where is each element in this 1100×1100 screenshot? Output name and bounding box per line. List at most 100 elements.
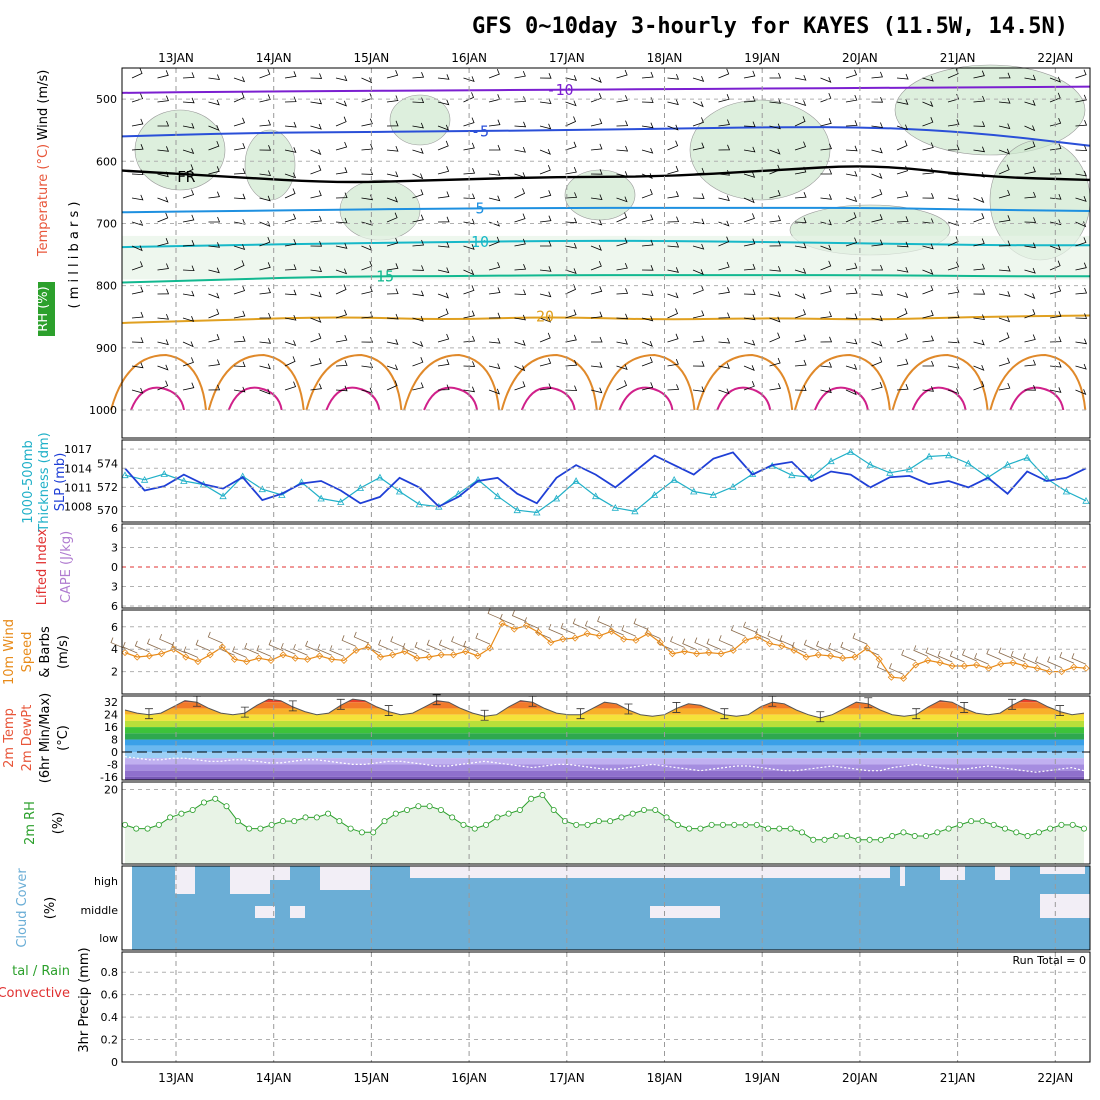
wind-barb [998,316,1011,323]
rh-point [844,833,851,840]
wind-barb [310,165,322,175]
wind-barb-10m [305,640,320,653]
temperature-contour [423,386,479,411]
wind-barb [871,172,883,179]
upper-y-tick-label: 800 [96,280,117,293]
cloud-category-label: high [94,875,118,888]
temperature-contour [618,386,674,411]
wind-barb [845,212,857,223]
wind-barb [973,213,985,223]
panel-frame-upper [121,67,1091,439]
wind-barb [590,219,603,226]
wind-speed-point [230,655,239,663]
wind-speed-point [559,635,567,643]
wind-barb-10m [463,640,478,653]
wind-barb [514,381,526,391]
thickness-point [650,491,659,498]
rh-point [607,818,614,825]
temp-line [124,698,1085,719]
wind-barb [310,358,322,367]
wind-barb [590,260,602,271]
date-label-top: 13JAN [158,51,194,65]
wind-barb [437,166,450,175]
rh-point [573,821,580,828]
wind-barb [769,332,781,343]
wind-speed-point [717,650,725,658]
wind-barb [386,364,399,371]
wind-barb [667,384,680,391]
panel-label-precip: tal / Rain [12,964,70,979]
wind-barb [463,92,475,103]
wind-barb-10m [743,621,758,634]
dewpoint-line [124,756,1085,773]
wind-barb [769,240,782,247]
wind-barb [310,149,322,156]
minmax-marker [384,705,393,716]
cloud-gap [320,866,370,890]
wind-barb [1049,219,1062,226]
wind-speed-line [124,622,1087,679]
wind-barb [718,236,730,247]
wind-speed-point [425,653,433,661]
wind-barb [1075,338,1088,345]
thickness-point [376,473,384,481]
minmax-marker [624,703,633,715]
wind-barb [233,285,246,295]
li-tick-label: 0 [111,561,118,574]
wind-barb [284,213,297,223]
wind-speed-point [291,654,299,662]
panel-frame-wind [121,609,1091,695]
wind-barb [641,239,654,247]
wind-barb [361,118,373,127]
wind-barb [488,68,500,79]
rh-point [968,818,975,825]
temperature-contour [122,206,1091,214]
wind-barb [1024,191,1037,199]
wind-barb [463,193,476,200]
wind-barb [488,312,501,319]
rh-point [505,810,512,817]
wind-barb [718,363,730,369]
date-label-bottom: 15JAN [354,1071,390,1085]
wind-speed-point [267,656,275,664]
wind-barb [437,359,450,367]
precip-tick-label: 0.8 [101,966,119,979]
wind-barb [641,122,654,129]
wind-barb [412,72,425,79]
rh-point [257,825,264,832]
wind-barb [692,117,704,127]
wind-barb [412,122,424,129]
rh-point [516,806,523,813]
upper-bottom-strip [122,411,1090,438]
wind-barb [131,261,143,271]
wind-barb [259,262,271,271]
wind-barb-10m [499,613,515,626]
wind-barb [1049,387,1062,393]
wind-speed-point [656,638,664,647]
thickness-point [160,470,168,477]
panel-label-rh2m: (%) [51,812,66,835]
wind-barb-10m [633,618,649,630]
wind-barb [182,189,195,199]
temperature-contour [207,353,305,411]
wind-barb [743,289,756,295]
wind-barb [590,93,602,103]
rh-point [539,792,546,799]
rh-point [415,803,422,810]
date-label-top: 21JAN [940,51,976,65]
wind-barb [871,264,884,271]
wind-barb [845,288,858,295]
minmax-marker [960,702,969,713]
contour-label: -10 [546,81,573,99]
wind-barb [616,237,628,247]
panel-label-precip: 3hr Precip (mm) [77,947,92,1052]
wind-barb-10m [998,647,1014,660]
wind-speed-point [753,633,762,641]
wind-barb [667,241,680,248]
wind-barb [182,316,195,322]
rh-point [471,825,478,832]
wind-speed-point [1021,662,1029,670]
wind-barb [922,117,934,127]
date-label-top: 17JAN [549,51,585,65]
rh-shading [122,235,1090,280]
